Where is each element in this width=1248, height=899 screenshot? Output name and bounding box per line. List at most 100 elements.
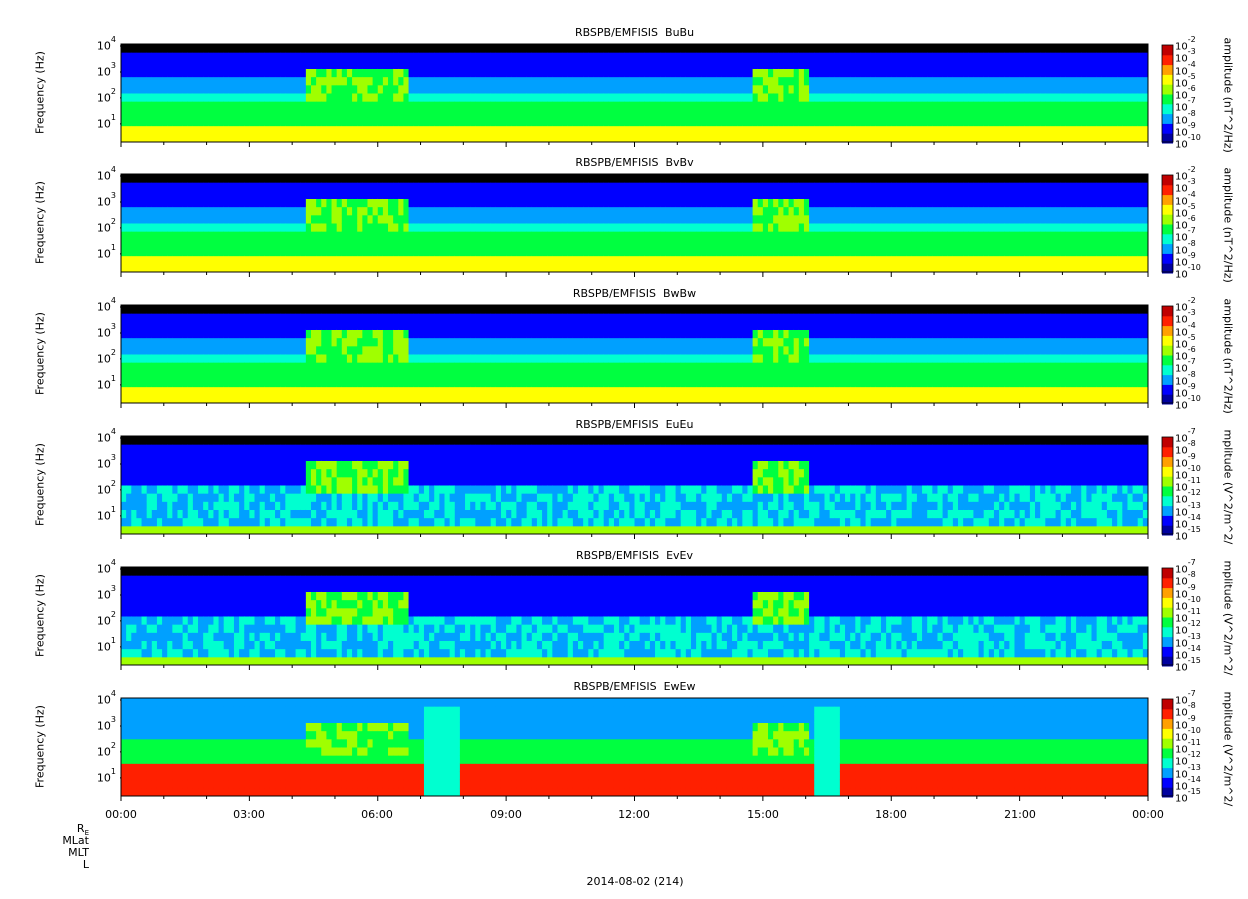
spectrogram-cell: [275, 247, 281, 257]
spectrogram-cell: [809, 247, 815, 257]
spectrogram-cell: [916, 44, 923, 53]
spectrogram-cell: [423, 133, 430, 143]
spectrogram-cell: [1122, 182, 1128, 191]
spectrogram-cell: [536, 52, 543, 61]
spectrogram-cell: [660, 198, 666, 208]
spectrogram-cell: [983, 52, 990, 61]
spectrogram-cell: [223, 44, 230, 53]
spectrogram-cell: [1004, 44, 1010, 53]
spectrogram-plot: [120, 304, 1149, 408]
spectrogram-cell: [536, 117, 543, 127]
spectrogram-cell: [1055, 109, 1062, 118]
spectrogram-cell: [875, 109, 882, 118]
spectrogram-cell: [814, 247, 820, 257]
spectrogram-cell: [506, 52, 512, 61]
spectrogram-cell: [993, 231, 1000, 240]
spectrogram-cell: [228, 125, 235, 135]
spectrogram-cell: [408, 125, 415, 135]
spectrogram-cell: [470, 198, 476, 208]
spectrogram-cell: [983, 174, 990, 183]
spectrogram-cell: [829, 198, 836, 208]
spectrogram-cell: [1024, 68, 1031, 78]
spectrogram-cell: [126, 76, 132, 86]
spectrogram-cell: [398, 182, 404, 191]
spectrogram-cell: [162, 247, 168, 257]
spectrogram-cell: [783, 60, 790, 69]
spectrogram-cell: [285, 125, 291, 135]
spectrogram-cell: [233, 117, 240, 127]
spectrogram-cell: [793, 182, 800, 191]
spectrogram-cell: [388, 231, 394, 240]
spectrogram-cell: [362, 109, 368, 118]
spectrogram-cell: [434, 231, 440, 240]
spectrogram-cell: [526, 223, 533, 232]
spectrogram-cell: [809, 60, 815, 69]
spectrogram-cell: [619, 93, 625, 102]
spectrogram-cell: [932, 198, 938, 208]
spectrogram-cell: [665, 117, 671, 127]
spectrogram-cell: [665, 190, 671, 199]
spectrogram-cell: [716, 101, 723, 110]
spectrogram-cell: [562, 255, 569, 265]
colorbar-tick-label: 10-7: [1175, 96, 1196, 114]
spectrogram-cell: [875, 52, 882, 61]
spectrogram-cell: [454, 214, 461, 224]
spectrogram-cell: [336, 60, 343, 69]
spectrogram-cell: [208, 44, 214, 53]
spectrogram-cell: [572, 117, 579, 127]
spectrogram-cell: [937, 231, 944, 240]
spectrogram-cell: [778, 198, 784, 208]
spectrogram-cell: [398, 174, 404, 183]
spectrogram-cell: [536, 247, 543, 257]
spectrogram-cell: [521, 93, 528, 102]
spectrogram-cell: [182, 255, 189, 265]
spectrogram-cell: [711, 101, 718, 110]
spectrogram-cell: [839, 239, 846, 248]
spectrogram-cell: [167, 174, 173, 183]
spectrogram-cell: [218, 263, 225, 273]
spectrogram-cell: [1127, 101, 1134, 110]
spectrogram-cell: [213, 247, 220, 257]
spectrogram-cell: [413, 214, 420, 224]
spectrogram-cell: [1060, 117, 1067, 127]
colorbar-label: amplitude (nT^2/Hz): [1221, 167, 1235, 283]
spectrogram-cell: [578, 133, 584, 143]
spectrogram-cell: [300, 109, 307, 118]
spectrogram-cell: [531, 190, 538, 199]
spectrogram-cell: [254, 263, 261, 273]
spectrogram-cell: [346, 60, 353, 69]
spectrogram-cell: [326, 133, 333, 143]
spectrogram-cell: [737, 93, 743, 102]
spectrogram-cell: [352, 60, 358, 69]
spectrogram-cell: [531, 76, 538, 86]
spectrogram-cell: [927, 239, 933, 248]
spectrogram-cell: [310, 206, 317, 216]
spectrogram-cell: [1132, 125, 1139, 135]
spectrogram-cell: [593, 198, 600, 208]
spectrogram-cell: [459, 263, 466, 273]
spectrogram-cell: [285, 247, 291, 257]
spectrogram-cell: [485, 206, 492, 216]
spectrogram-cell: [1112, 76, 1118, 86]
spectrogram-cell: [470, 231, 476, 240]
spectrogram-cell: [444, 231, 451, 240]
spectrogram-cell: [388, 133, 394, 143]
spectrogram-cell: [362, 125, 368, 135]
spectrogram-cell: [408, 231, 415, 240]
spectrogram-cell: [834, 68, 841, 78]
spectrogram-cell: [439, 174, 446, 183]
spectrogram-cell: [865, 76, 872, 86]
spectrogram-cell: [141, 231, 148, 240]
spectrogram-cell: [916, 133, 923, 143]
spectrogram-cell: [603, 182, 610, 191]
spectrogram-cell: [737, 182, 743, 191]
spectrogram-cell: [598, 190, 605, 199]
spectrogram-cell: [824, 182, 831, 191]
spectrogram-cell: [377, 239, 384, 248]
spectrogram-cell: [213, 133, 220, 143]
spectrogram-cell: [495, 52, 502, 61]
spectrogram-cell: [254, 247, 261, 257]
spectrogram-cell: [285, 52, 291, 61]
spectrogram-cell: [1112, 190, 1118, 199]
spectrogram-cell: [182, 263, 189, 273]
